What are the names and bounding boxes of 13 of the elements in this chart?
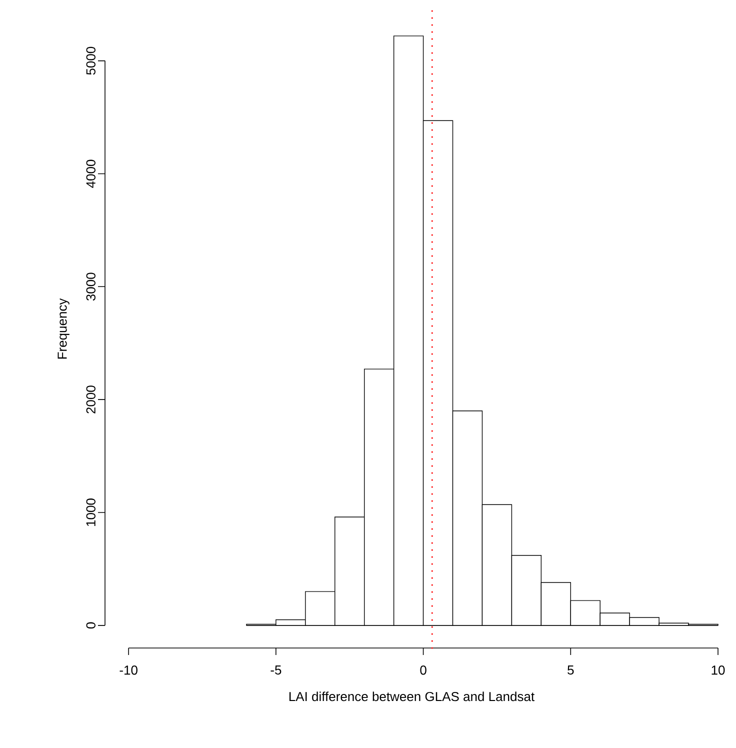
x-tick-label: 10 <box>712 666 725 675</box>
y-axis-title: Frequency <box>58 298 70 359</box>
y-tick-label: 5000 <box>86 46 96 75</box>
x-tick-label: -5 <box>270 666 282 675</box>
y-tick-label: 0 <box>86 622 96 629</box>
y-tick-label: 1000 <box>86 498 96 526</box>
x-tick-label: 5 <box>568 666 574 675</box>
y-tick-label: 2000 <box>86 386 96 414</box>
x-tick-label: 0 <box>420 666 426 675</box>
x-tick-label: -10 <box>120 666 138 675</box>
y-tick-label: 4000 <box>86 160 96 188</box>
y-tick-label: 3000 <box>86 272 96 301</box>
x-axis-title: LAI difference between GLAS and Landsat <box>289 692 534 702</box>
